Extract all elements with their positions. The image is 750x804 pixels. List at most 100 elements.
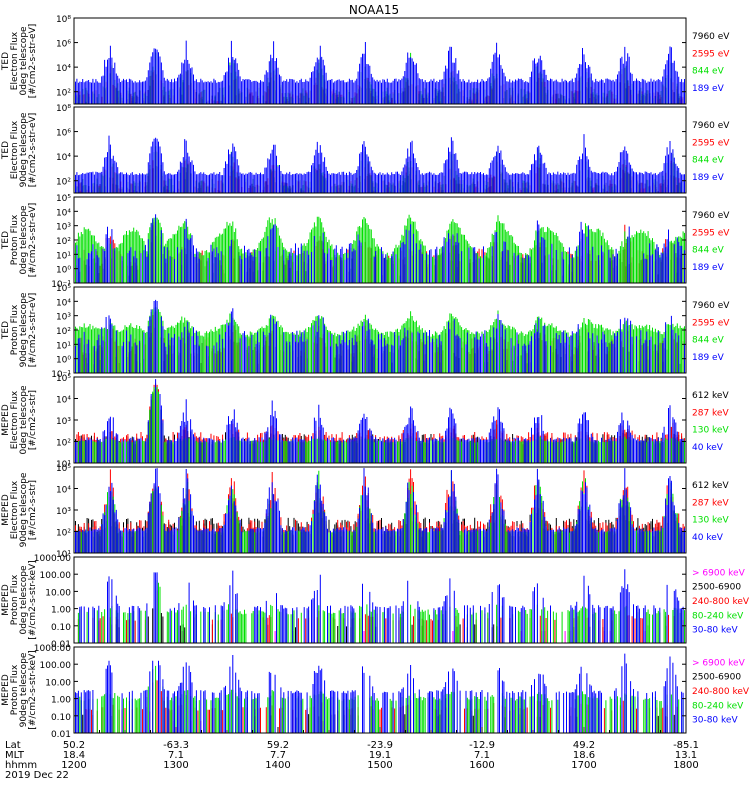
y-axis-label-line: Proton Flux xyxy=(10,304,20,355)
legend-entry: 240-800 keV xyxy=(692,687,750,697)
y-tick-label: 100.00 xyxy=(40,571,72,581)
legend-entry: 7960 eV xyxy=(692,32,730,42)
x-row-label: Lat xyxy=(5,740,21,751)
y-tick-label: 10⁴ xyxy=(56,153,71,163)
y-axis-label-line: Electron Flux xyxy=(10,480,20,539)
panel-7: 0.01 0.10 1.00 10.00 100.00 1000.00 MEPED Proto… xyxy=(1,554,750,650)
legend-entry: 612 keV xyxy=(692,481,729,491)
y-axis-label-line: MEPED xyxy=(1,494,11,526)
panel-5: 10¹ 10² 10³ 10⁴ 10⁵ MEPED Electron Flux 0deg te… xyxy=(1,374,729,470)
x-row-value: -12.9 xyxy=(469,740,495,751)
y-tick-label: 10³ xyxy=(56,313,71,323)
x-row-value: 1500 xyxy=(367,760,392,771)
y-tick-label: 1000.00 xyxy=(34,644,71,654)
legend-entry: 30-80 keV xyxy=(692,626,738,636)
legend-entry: 844 eV xyxy=(692,67,725,77)
y-tick-label: 10⁵ xyxy=(56,194,71,204)
y-axis-label-line: Electron Flux xyxy=(10,31,20,90)
y-tick-label: 10⁶ xyxy=(56,40,71,50)
y-tick-label: 10⁸ xyxy=(56,104,71,114)
y-tick-label: 10³ xyxy=(56,507,71,517)
y-axis-label-line: MEPED xyxy=(1,584,11,616)
y-axis-label-line: 0deg telescope xyxy=(19,565,29,635)
x-row-value: 1200 xyxy=(61,760,86,771)
legend-entry: 7960 eV xyxy=(692,301,730,311)
y-tick-label: 10³ xyxy=(56,223,71,233)
y-tick-label: 10⁴ xyxy=(56,396,71,406)
series-5-trace xyxy=(75,653,684,733)
x-row-value: 18.6 xyxy=(573,750,595,761)
y-tick-label: 10⁴ xyxy=(56,486,71,496)
y-tick-label: 10² xyxy=(56,327,71,337)
legend-entry: 612 keV xyxy=(692,391,729,401)
y-axis-label-line: 90deg telescope xyxy=(19,112,29,187)
legend-entry: 189 eV xyxy=(692,84,725,94)
y-axis-label-line: 90deg telescope xyxy=(19,652,29,727)
y-tick-label: 10¹ xyxy=(56,550,71,560)
y-axis-label-line: 0deg telescope xyxy=(19,205,29,275)
y-tick-label: 10³ xyxy=(56,417,71,427)
y-axis-label-line: 0deg telescope xyxy=(19,26,29,96)
y-axis-label-line: TED xyxy=(1,321,11,340)
y-axis-label-line: Proton Flux xyxy=(10,574,20,625)
y-axis-label-line: Proton Flux xyxy=(10,214,20,265)
y-tick-label: 10⁴ xyxy=(56,298,71,308)
y-tick-label: 10¹ xyxy=(56,341,71,351)
legend-entry: 2595 eV xyxy=(692,228,730,238)
x-row-value: 1700 xyxy=(571,760,596,771)
legend-entry: 287 keV xyxy=(692,408,729,418)
x-row-value: 1400 xyxy=(265,760,290,771)
y-axis-label-line: Proton Flux xyxy=(10,664,20,715)
panel-border xyxy=(73,17,687,105)
y-tick-label: 1.00 xyxy=(51,606,71,616)
y-tick-label: 10² xyxy=(56,178,71,188)
x-row-value: 50.2 xyxy=(63,740,85,751)
y-axis-label-line: TED xyxy=(1,52,11,71)
y-axis-label-line: [#/cm2-s-str-eV] xyxy=(28,113,38,188)
legend-entry: 40 keV xyxy=(692,533,724,543)
x-row-label: hhmm xyxy=(5,760,37,771)
y-tick-label: 10⁻¹ xyxy=(51,280,71,290)
legend-entry: 287 keV xyxy=(692,498,729,508)
y-axis-label-line: [#/cm2-s-str-eV] xyxy=(28,24,38,99)
panel-3: 10⁻¹ 10⁰ 10¹ 10² 10³ 10⁴ 10⁵ TED Proton Flux 0deg… xyxy=(1,194,730,290)
y-tick-label: 0.01 xyxy=(51,730,71,740)
legend-entry: 2595 eV xyxy=(692,318,730,328)
legend-entry: 2500-6900 xyxy=(692,583,741,593)
legend-entry: 40 keV xyxy=(692,443,724,453)
y-axis-label-line: TED xyxy=(1,141,11,160)
y-tick-label: 10² xyxy=(56,529,71,539)
y-axis-label-line: Electron Flux xyxy=(10,390,20,449)
legend-entry: 189 eV xyxy=(692,353,725,363)
series-4-trace xyxy=(76,214,685,283)
y-tick-label: 0.10 xyxy=(51,713,71,723)
y-tick-label: 1000.00 xyxy=(34,554,71,564)
x-row-value: 7.1 xyxy=(168,750,184,761)
y-tick-label: 1.00 xyxy=(51,696,71,706)
legend-entry: 2595 eV xyxy=(692,138,730,148)
legend-entry: > 6900 keV xyxy=(692,658,746,668)
y-tick-label: 10¹ xyxy=(56,460,71,470)
x-row-value: 19.1 xyxy=(369,750,391,761)
y-axis-label-line: [#/cm2-s-str-keV] xyxy=(28,560,38,639)
x-row-value: -63.3 xyxy=(163,740,189,751)
y-tick-label: 10⁻¹ xyxy=(51,370,71,380)
legend-entry: 130 keV xyxy=(692,426,729,436)
legend-entry: 2500-6900 xyxy=(692,673,741,683)
y-tick-label: 10⁴ xyxy=(56,64,71,74)
x-row-value: 1300 xyxy=(163,760,188,771)
y-tick-label: 10.00 xyxy=(45,678,71,688)
legend-entry: > 6900 keV xyxy=(692,568,746,578)
legend-entry: 80-240 keV xyxy=(692,701,744,711)
legend-entry: 7960 eV xyxy=(692,121,730,131)
x-row-value: -23.9 xyxy=(367,740,393,751)
legend-entry: 240-800 keV xyxy=(692,597,750,607)
y-axis-label-line: Electron Flux xyxy=(10,120,20,179)
y-tick-label: 10⁸ xyxy=(56,15,71,25)
panel-border xyxy=(73,556,687,644)
y-tick-label: 10⁶ xyxy=(56,129,71,139)
y-axis-label-line: [#/cm2-s-str] xyxy=(28,480,38,540)
panel-border xyxy=(73,106,687,194)
legend-entry: 7960 eV xyxy=(692,211,730,221)
